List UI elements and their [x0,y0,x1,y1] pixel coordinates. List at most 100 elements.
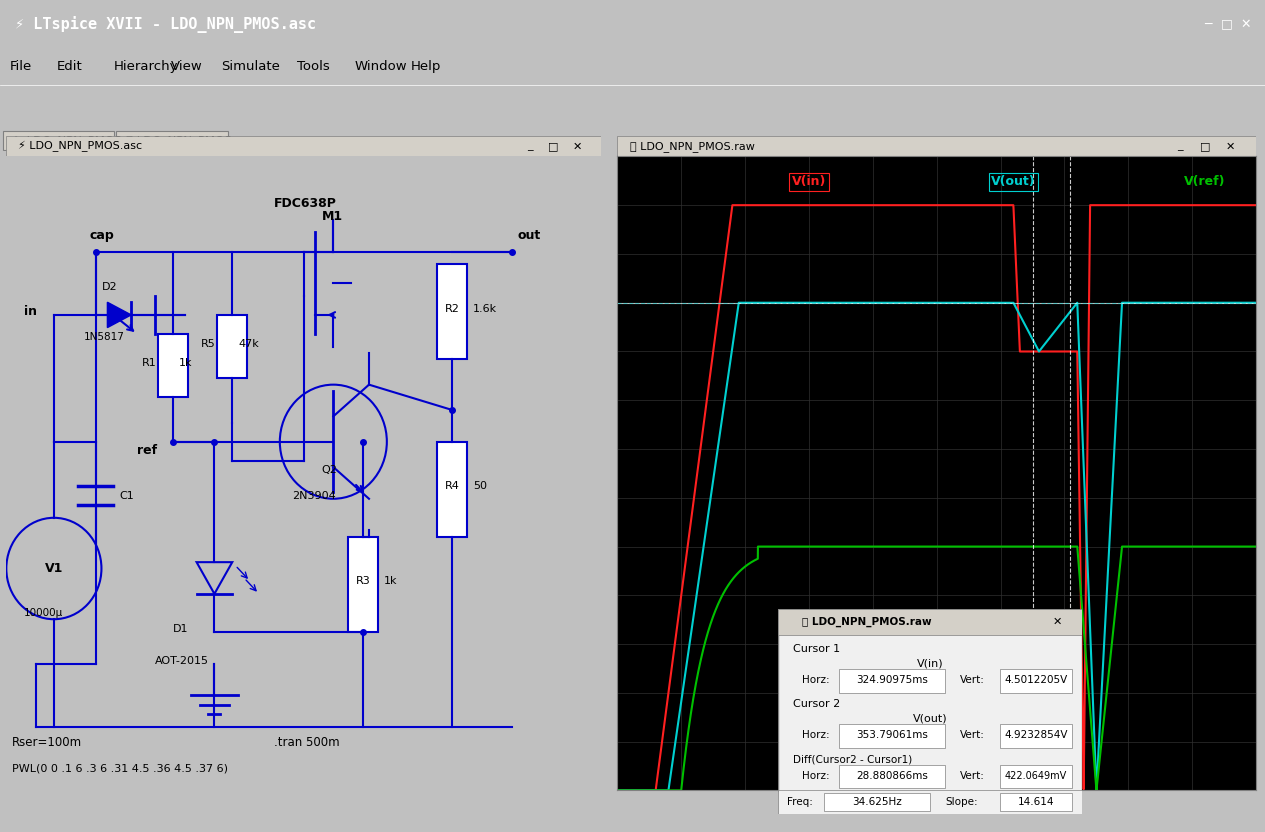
Text: 1k: 1k [383,577,397,587]
V(out) [636,785,651,795]
V(in) [735,201,750,210]
Bar [218,314,247,379]
Line: V(ref): V(ref) [617,547,1256,790]
Text: R4: R4 [445,481,459,491]
Text: D1: D1 [173,624,188,634]
Text: Window: Window [354,60,407,73]
V(out) [1214,298,1230,308]
V(ref) [612,785,627,795]
Text: out: out [517,229,541,242]
V(out) [612,785,627,795]
Text: Cursor 1: Cursor 1 [793,644,840,654]
Text: Horz:: Horz: [802,770,830,780]
Text: Simulate: Simulate [221,60,281,73]
V(out) [735,298,750,308]
Bar [3,131,114,151]
Text: ✕: ✕ [1241,17,1251,31]
Text: 1N5817: 1N5817 [83,332,124,342]
Text: 4.9232854V: 4.9232854V [1004,730,1068,740]
Bar [158,334,187,398]
Text: Horz:: Horz: [802,730,830,740]
Text: 📊 LDO_NPN_PMOS.raw: 📊 LDO_NPN_PMOS.raw [126,134,258,147]
V(out) [731,298,746,308]
V(in) [612,785,627,795]
Bar [839,765,945,789]
Text: Q2: Q2 [321,465,338,475]
Text: File: File [10,60,33,73]
Text: Slope:: Slope: [945,797,978,807]
Text: M1: M1 [321,210,343,223]
Text: cap: cap [90,229,114,242]
Text: R5: R5 [201,339,216,349]
Text: Help: Help [411,60,441,73]
Bar [839,725,945,748]
Text: 1k: 1k [178,358,192,368]
Bar [116,131,228,151]
Text: 4.5012205V: 4.5012205V [1004,676,1068,686]
Line: V(in): V(in) [617,206,1256,790]
Text: V1: V1 [44,562,63,575]
Text: R3: R3 [355,577,371,587]
Text: Vert:: Vert: [960,770,985,780]
V(in) [636,785,651,795]
Text: _: _ [526,141,533,151]
V(ref) [648,785,663,795]
Text: C1: C1 [119,491,134,501]
V(ref) [636,785,651,795]
Text: □: □ [548,141,559,151]
Text: 324.90975ms: 324.90975ms [856,676,927,686]
Text: AOT-2015: AOT-2015 [154,656,209,666]
Bar [999,793,1073,811]
Text: Edit: Edit [57,60,82,73]
Text: 50: 50 [473,481,487,491]
Text: Vert:: Vert: [960,676,985,686]
Text: ⚡ LTspice XVII - LDO_NPN_PMOS.asc: ⚡ LTspice XVII - LDO_NPN_PMOS.asc [15,16,316,32]
Bar [438,442,467,537]
Text: V(out): V(out) [912,714,947,724]
Text: Horz:: Horz: [802,676,830,686]
Text: V(out): V(out) [990,176,1036,188]
V(in) [1249,201,1264,210]
Text: Hierarchy: Hierarchy [114,60,178,73]
V(out) [922,298,937,308]
Text: ⚡ LDO_NPN_PMOS.asc: ⚡ LDO_NPN_PMOS.asc [18,141,143,152]
Text: R2: R2 [445,304,459,314]
Text: 34.625Hz: 34.625Hz [851,797,902,807]
V(ref) [610,785,625,795]
Text: ✕: ✕ [1226,141,1236,151]
V(in) [725,201,740,210]
Bar [999,765,1073,789]
Text: in: in [24,305,37,318]
Bar [824,793,930,811]
Text: R1: R1 [142,358,157,368]
Text: □: □ [1199,141,1211,151]
Bar [999,670,1073,693]
V(in) [610,785,625,795]
Text: D2: D2 [101,281,118,291]
V(out) [1249,298,1264,308]
Text: ✎ LDO_NPN_PMOS.asc: ✎ LDO_NPN_PMOS.asc [13,134,144,147]
Bar [438,265,467,359]
Text: □: □ [1221,17,1233,31]
Text: ✕: ✕ [1052,617,1063,626]
Text: Tools: Tools [297,60,330,73]
Text: View: View [171,60,202,73]
Text: ─: ─ [1204,17,1212,31]
Text: 28.880866ms: 28.880866ms [856,770,927,780]
V(ref) [922,542,937,552]
Text: 422.0649mV: 422.0649mV [1004,770,1068,780]
Bar [778,609,1082,635]
Text: V(in): V(in) [792,176,826,188]
Text: Vert:: Vert: [960,730,985,740]
Text: 47k: 47k [238,339,259,349]
Text: Diff(Cursor2 - Cursor1): Diff(Cursor2 - Cursor1) [793,754,912,764]
Text: 14.614: 14.614 [1018,797,1054,807]
V(out) [648,785,663,795]
Text: _: _ [1176,141,1183,151]
Text: 10000μ: 10000μ [24,608,63,618]
V(in) [648,785,663,795]
Text: 📊 LDO_NPN_PMOS.raw: 📊 LDO_NPN_PMOS.raw [630,141,755,152]
Polygon shape [108,302,132,328]
Text: V(ref): V(ref) [1184,176,1226,188]
V(in) [1214,201,1230,210]
